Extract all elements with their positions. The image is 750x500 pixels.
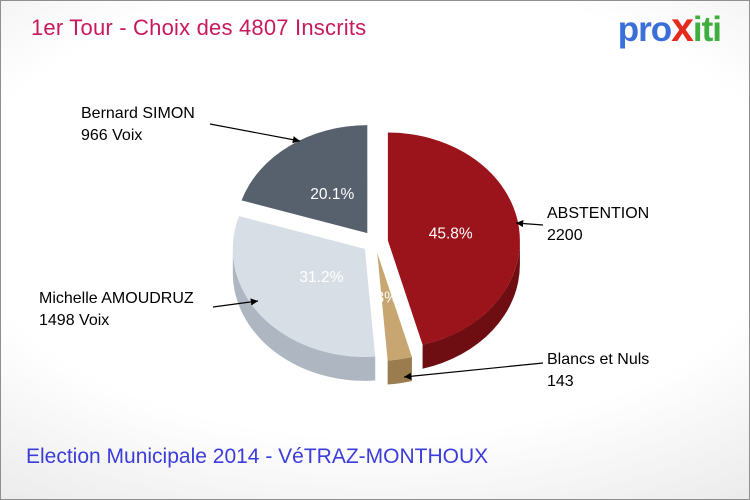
callout-michelle: Michelle AMOUDRUZ 1498 Voix bbox=[39, 288, 194, 332]
pie-slice-3 bbox=[241, 125, 368, 234]
page-title: 1er Tour - Choix des 4807 Inscrits bbox=[31, 15, 367, 40]
pie-tops bbox=[232, 125, 520, 361]
callout-abstention-label: ABSTENTION bbox=[547, 205, 650, 222]
pie-percent-label-3: 20.1% bbox=[310, 186, 354, 203]
callout-bernard-label: Bernard SIMON bbox=[81, 105, 195, 122]
callout-blancs-value: 143 bbox=[547, 373, 574, 390]
callout-line-blancs bbox=[403, 362, 544, 380]
pie-slice-0 bbox=[387, 132, 520, 345]
pie-slice-side-1 bbox=[387, 357, 412, 385]
pie-slice-side-0 bbox=[422, 240, 520, 369]
callout-abstention: ABSTENTION 2200 bbox=[547, 203, 649, 247]
pie-slice-side-2 bbox=[232, 248, 376, 381]
pie-percent-label-2: 31.2% bbox=[299, 269, 343, 286]
pie-percent-label-0: 45.8% bbox=[429, 226, 473, 243]
callout-bernard-value: 966 Voix bbox=[81, 127, 143, 144]
callout-line-michelle bbox=[212, 298, 259, 308]
logo-text-x: x bbox=[671, 4, 694, 50]
callout-blancs-label: Blancs et Nuls bbox=[547, 351, 650, 368]
pie-slice-2 bbox=[232, 216, 376, 357]
callout-line-bernard bbox=[209, 123, 301, 144]
callout-michelle-label: Michelle AMOUDRUZ bbox=[39, 290, 194, 307]
callout-michelle-value: 1498 Voix bbox=[39, 312, 110, 329]
proxiti-logo: proxiti bbox=[617, 4, 722, 59]
pie-percent-labels: 45.8% 3% 31.2% 20.1% bbox=[299, 186, 472, 307]
callout-abstention-value: 2200 bbox=[547, 227, 583, 244]
callout-blancs: Blancs et Nuls 143 bbox=[547, 349, 649, 393]
callout-line-abstention bbox=[515, 219, 544, 228]
logo-text-pro: pro bbox=[617, 10, 672, 49]
pie-slice-1 bbox=[377, 252, 412, 361]
footer-text: Election Municipale 2014 - VéTRAZ-MONTHO… bbox=[26, 445, 489, 468]
callout-lines bbox=[209, 123, 544, 380]
pie-percent-label-1: 3% bbox=[376, 290, 399, 307]
callout-bernard: Bernard SIMON 966 Voix bbox=[81, 103, 195, 147]
logo-text-iti: iti bbox=[692, 10, 722, 49]
